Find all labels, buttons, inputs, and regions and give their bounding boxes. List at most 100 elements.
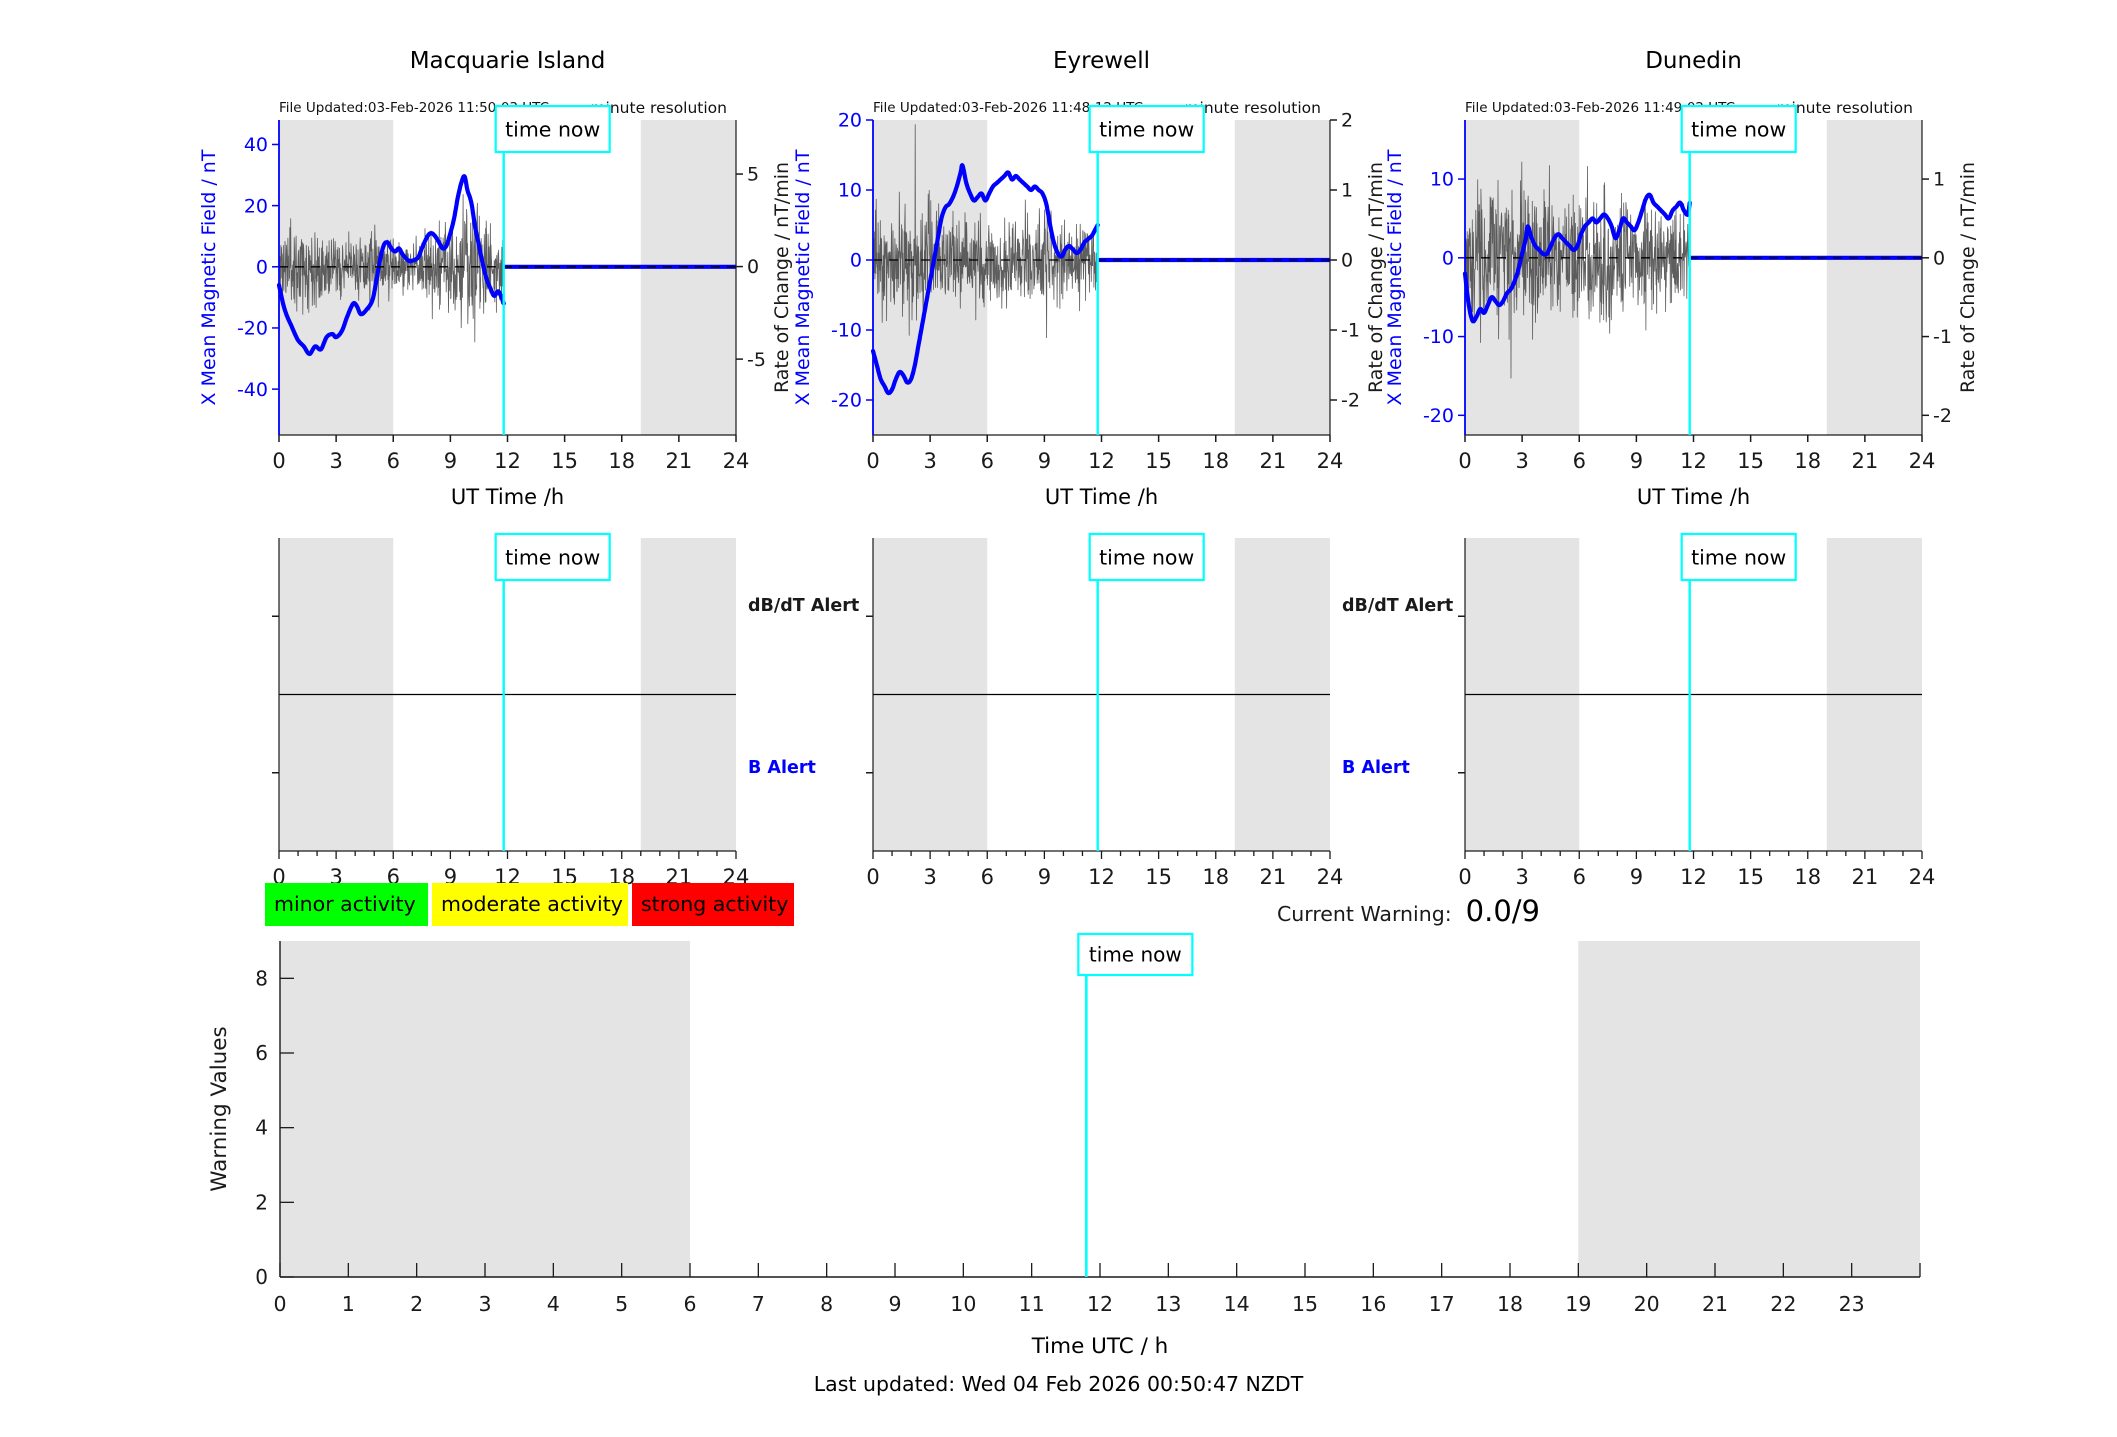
macquarie-x-tick-label: 3 (329, 449, 342, 473)
eyrewell-title: Eyrewell (1053, 48, 1150, 74)
warning-values-y-tick-label: 2 (255, 1190, 268, 1214)
dunedin-title: Dunedin (1645, 48, 1742, 74)
warning-values-y-tick-label: 8 (255, 966, 268, 990)
eyrewell-alert-panel-x-tick-label: 18 (1202, 865, 1229, 889)
eyrewell-alert-panel-time-now-box (1088, 532, 1205, 582)
warning-values-x-tick-label: 9 (888, 1292, 901, 1316)
eyrewell-left-tick-label: -10 (831, 320, 862, 342)
macquarie-left-tick-label: -20 (237, 318, 268, 340)
warning-values-x-tick-label: 22 (1770, 1292, 1796, 1316)
warning-values-time-now-label: time now (1089, 943, 1182, 967)
warning-values-x-tick-label: 1 (342, 1292, 355, 1316)
eyrewell-alert-panel-x-tick-label: 3 (923, 865, 936, 889)
eyrewell-x-tick-label: 9 (1038, 449, 1051, 473)
eyrewell-right-tick-label: -1 (1341, 320, 1360, 342)
macquarie-shading-1 (640, 120, 736, 435)
macquarie-title: Macquarie Island (410, 48, 606, 74)
warning-values-x-tick-label: 2 (410, 1292, 423, 1316)
warning-values-x-tick-label: 3 (478, 1292, 491, 1316)
macquarie-file-updated: File Updated:03-Feb-2026 11:50:03 UTC (279, 100, 549, 116)
warning-values-x-tick-label: 11 (1019, 1292, 1045, 1316)
eyrewell-alert-panel-x-tick-label: 21 (1260, 865, 1287, 889)
eyrewell-time-now-box (1088, 104, 1205, 154)
dunedin-x-tick-label: 0 (1458, 449, 1471, 473)
eyrewell-alert-panel-dbdt-alert-label: dB/dT Alert (1342, 596, 1453, 616)
warning-values-x-tick-label: 18 (1497, 1292, 1523, 1316)
macquarie-resolution-note: minute resolution (590, 99, 727, 117)
dunedin-alert-panel-x-tick-label: 24 (1909, 865, 1936, 889)
macquarie-alert-panel-dbdt-alert-label: dB/dT Alert (748, 596, 859, 616)
dunedin-field-line (1462, 192, 1692, 324)
dunedin-alert-panel-x-tick-label: 3 (1515, 865, 1528, 889)
eyrewell-alert-panel-x-tick-label: 24 (1317, 865, 1344, 889)
warning-values-x-tick-label: 21 (1702, 1292, 1728, 1316)
eyrewell-right-tick-label: -2 (1341, 390, 1360, 412)
warning-values-x-tick-label: 17 (1429, 1292, 1455, 1316)
eyrewell-time-now-label: time now (1099, 117, 1194, 141)
dunedin-left-tick-label: 10 (1430, 169, 1454, 191)
macquarie-left-tick-label: 0 (256, 256, 268, 278)
macquarie-x-tick-label: 18 (608, 449, 635, 473)
warning-values-shading-0 (280, 941, 690, 1277)
eyrewell-alert-panel-b-alert-label: B Alert (1342, 758, 1410, 778)
eyrewell-field-line (870, 163, 1100, 396)
warning-values-x-tick-label: 6 (683, 1292, 696, 1316)
eyrewell-alert-panel-x-tick-label: 12 (1088, 865, 1115, 889)
eyrewell-alert-panel-x-tick-label: 6 (981, 865, 994, 889)
macquarie-alert-panel-b-alert-label: B Alert (748, 758, 816, 778)
warning-values-x-tick-label: 5 (615, 1292, 628, 1316)
macquarie-time-now-label: time now (505, 117, 600, 141)
warning-values-y-tick-label: 6 (255, 1041, 268, 1065)
macquarie-left-axis-label: X Mean Magnetic Field / nT (198, 149, 220, 405)
dunedin-left-axis-label: X Mean Magnetic Field / nT (1384, 149, 1406, 405)
macquarie-left-tick-label: -40 (237, 379, 268, 401)
dunedin-left-tick-label: 0 (1442, 247, 1454, 269)
macquarie-left-tick-label: 40 (244, 134, 268, 156)
dunedin-x-tick-label: 18 (1794, 449, 1821, 473)
dunedin-right-tick-label: -2 (1933, 405, 1952, 427)
macquarie-rate-of-change-line (278, 194, 504, 343)
eyrewell-left-axis-label: X Mean Magnetic Field / nT (792, 149, 814, 405)
dunedin-x-tick-label: 15 (1737, 449, 1764, 473)
warning-values-x-tick-label: 0 (273, 1292, 286, 1316)
eyrewell-alert-panel-x-tick-label: 9 (1038, 865, 1051, 889)
dunedin-right-tick-label: 0 (1933, 247, 1945, 269)
macquarie-x-tick-label: 6 (387, 449, 400, 473)
eyrewell-x-tick-label: 18 (1202, 449, 1229, 473)
current-warning-value: 0.0/9 (1465, 894, 1540, 928)
dunedin-alert-panel-time-now-box (1680, 532, 1797, 582)
warning-values-y-tick-label: 0 (255, 1265, 268, 1289)
warning-values-shading-1 (1578, 941, 1920, 1277)
eyrewell-shading-1 (1234, 120, 1330, 435)
eyrewell-resolution-note: minute resolution (1184, 99, 1321, 117)
eyrewell-x-tick-label: 3 (923, 449, 936, 473)
macquarie-alert-panel-time-now-label: time now (505, 545, 600, 569)
warning-values-x-tick-label: 14 (1224, 1292, 1250, 1316)
dunedin-right-tick-label: 1 (1933, 169, 1945, 191)
warning-values-x-tick-label: 19 (1565, 1292, 1591, 1316)
warning-values-x-tick-label: 8 (820, 1292, 833, 1316)
warning-values-x-axis-label: Time UTC / h (1031, 1334, 1169, 1359)
eyrewell-x-tick-label: 6 (981, 449, 994, 473)
legend-minor-activity: minor activity (265, 883, 428, 926)
eyrewell-alert-panel-time-now-label: time now (1099, 545, 1194, 569)
eyrewell-right-tick-label: 2 (1341, 110, 1353, 132)
current-warning: Current Warning: 0.0/9 (1040, 894, 1540, 928)
last-updated: Last updated: Wed 04 Feb 2026 00:50:47 N… (813, 1372, 1304, 1396)
warning-values-x-tick-label: 20 (1634, 1292, 1660, 1316)
dunedin-left-tick-label: -10 (1423, 326, 1454, 348)
dunedin-right-tick-label: -1 (1933, 326, 1952, 348)
eyrewell-right-axis-label: Rate of Change / nT/min (1365, 162, 1387, 393)
eyrewell-right-tick-label: 1 (1341, 180, 1353, 202)
eyrewell-left-tick-label: -20 (831, 390, 862, 412)
dunedin-shading-1 (1826, 120, 1922, 435)
eyrewell-x-tick-label: 0 (866, 449, 879, 473)
macquarie-right-tick-label: 0 (747, 256, 759, 278)
macquarie-right-tick-label: -5 (747, 349, 766, 371)
dunedin-resolution-note: minute resolution (1776, 99, 1913, 117)
warning-values-x-tick-label: 7 (752, 1292, 765, 1316)
legend-strong-activity: strong activity (632, 883, 794, 926)
dunedin-right-axis-label: Rate of Change / nT/min (1957, 162, 1979, 393)
